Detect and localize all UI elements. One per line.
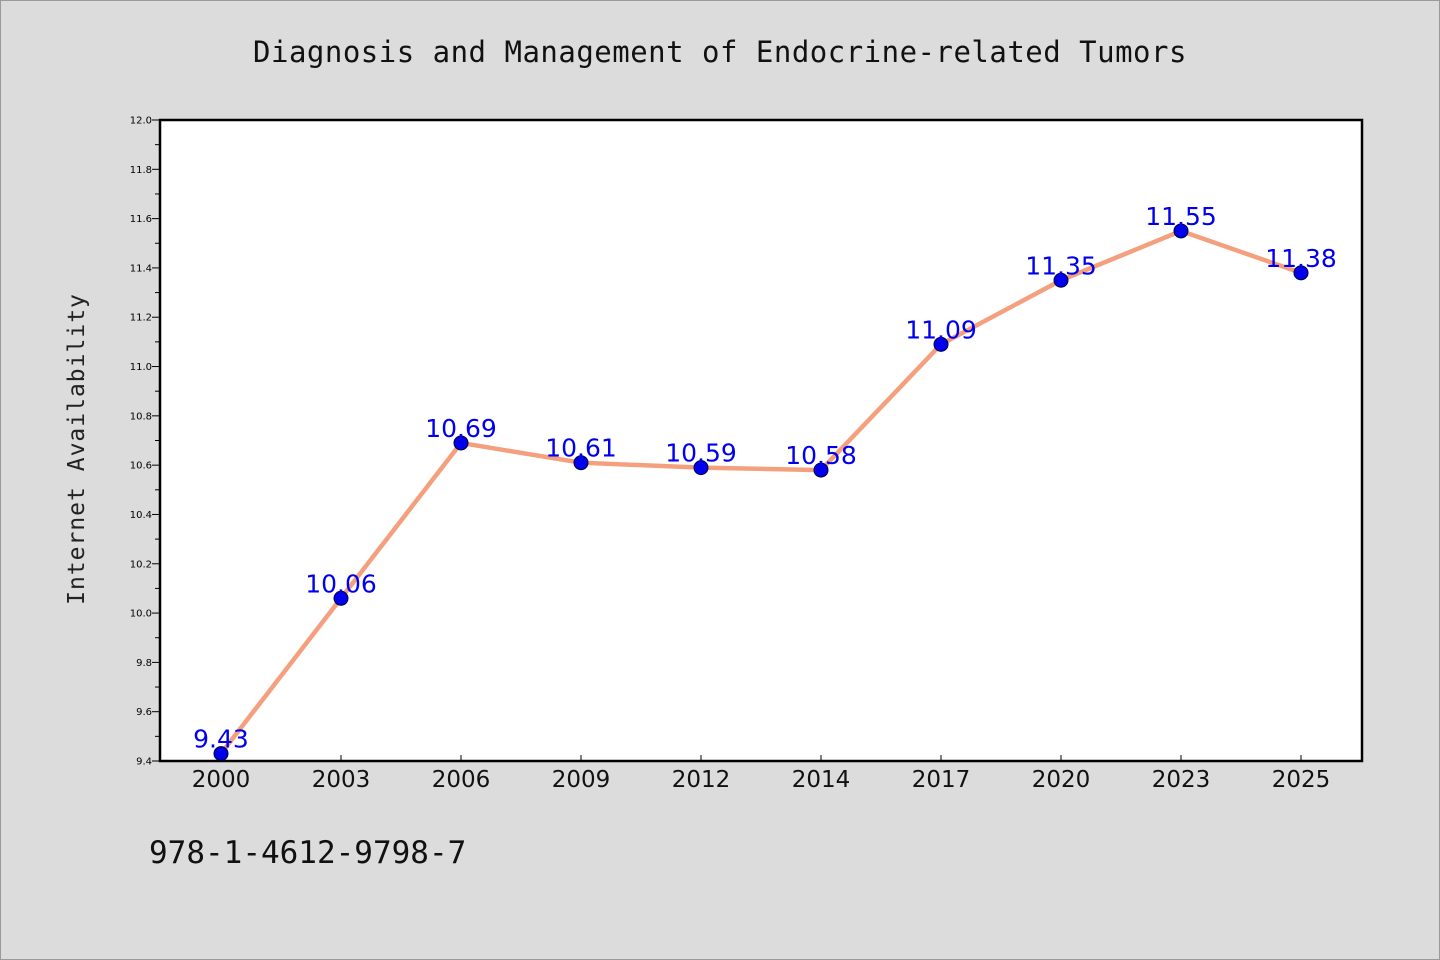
y-tick-label: 10.0 bbox=[130, 609, 152, 620]
y-tick-label: 10.8 bbox=[130, 411, 152, 422]
data-label: 10.58 bbox=[785, 441, 857, 470]
y-tick-label: 9.8 bbox=[136, 658, 152, 669]
y-tick-label: 11.6 bbox=[130, 214, 152, 225]
x-tick-label: 2025 bbox=[1272, 767, 1331, 793]
data-label: 10.59 bbox=[665, 439, 737, 468]
plot-frame bbox=[158, 118, 1364, 763]
y-tick-label: 10.6 bbox=[130, 461, 152, 472]
data-label: 11.09 bbox=[905, 315, 977, 344]
x-tick-label: 2009 bbox=[552, 767, 611, 793]
x-tick-label: 2023 bbox=[1152, 767, 1211, 793]
data-point bbox=[693, 460, 709, 476]
footer-code: 978-1-4612-9798-7 bbox=[149, 835, 467, 871]
data-point bbox=[933, 336, 949, 352]
data-label: 10.61 bbox=[545, 434, 617, 463]
data-label: 11.55 bbox=[1145, 202, 1217, 231]
data-point bbox=[1173, 223, 1189, 239]
x-tick-label: 2014 bbox=[792, 767, 851, 793]
data-label: 10.06 bbox=[305, 569, 377, 598]
data-label: 11.35 bbox=[1025, 251, 1097, 280]
x-tick-label: 2020 bbox=[1032, 767, 1091, 793]
x-tick-label: 2000 bbox=[192, 767, 251, 793]
x-tick-label: 2017 bbox=[912, 767, 971, 793]
y-tick-label: 9.6 bbox=[136, 707, 152, 718]
x-tick-label: 2012 bbox=[672, 767, 731, 793]
y-tick-label: 11.2 bbox=[130, 313, 152, 324]
series-layer: 9.43 10.06 10.69 10.61 10.59 10.58 11.09 11.35 1… bbox=[193, 202, 1337, 762]
y-tick-label: 11.4 bbox=[130, 263, 152, 274]
x-tick-label: 2003 bbox=[312, 767, 371, 793]
y-tick-label: 11.8 bbox=[130, 165, 152, 176]
data-label: 10.69 bbox=[425, 414, 497, 443]
y-tick-label: 9.4 bbox=[136, 757, 152, 768]
y-tick-label: 12.0 bbox=[130, 116, 152, 127]
chart-title: Diagnosis and Management of Endocrine-re… bbox=[253, 35, 1187, 69]
data-point bbox=[573, 455, 589, 471]
data-label: 9.43 bbox=[193, 725, 249, 754]
y-tick-label: 11.0 bbox=[130, 362, 152, 373]
data-point bbox=[333, 590, 349, 606]
series-line bbox=[218, 228, 1304, 756]
data-point bbox=[1293, 265, 1309, 281]
x-tick-label: 2006 bbox=[432, 767, 491, 793]
y-tick-label: 10.4 bbox=[130, 510, 152, 521]
data-point bbox=[813, 462, 829, 478]
data-label: 11.38 bbox=[1265, 244, 1337, 273]
plot-area bbox=[160, 120, 1362, 761]
data-point bbox=[453, 435, 469, 451]
data-point bbox=[1053, 272, 1069, 288]
y-tick-label: 10.2 bbox=[130, 559, 152, 570]
y-axis-ticks: 9.4 9.6 9.8 10.0 10.2 10.4 10.6 10.8 11.0 11.2 11.… bbox=[130, 116, 160, 768]
x-axis-ticks: 2000 2003 2006 2009 2012 2014 2017 2020 2023 2025 bbox=[192, 755, 1331, 793]
